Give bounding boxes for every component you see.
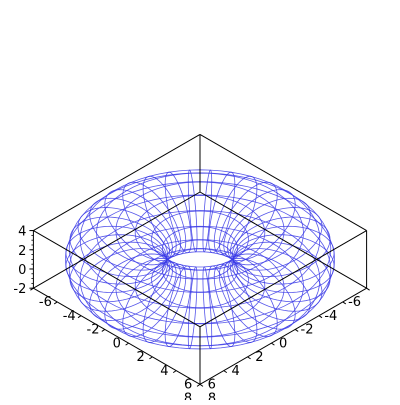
torus-parallel-line (115, 181, 285, 280)
torus-parallel-line (79, 210, 321, 350)
torus-meridian-line (223, 257, 296, 330)
axis-ticks (29, 230, 370, 387)
torus-parallel-line (96, 225, 304, 347)
y-tick-label: 8 (208, 391, 216, 400)
z-tick-label: 4 (18, 225, 26, 240)
y-tick (196, 383, 201, 387)
torus-parallel-line (115, 239, 285, 338)
torus-meridian-line (142, 175, 187, 255)
x-tick (342, 301, 347, 305)
box-edge (33, 230, 201, 328)
torus-parallel-line (79, 169, 321, 309)
torus-meridian-line (223, 189, 296, 261)
box-edge (199, 133, 367, 232)
z-tick-label: 0 (18, 263, 26, 278)
torus-surface (64, 169, 336, 350)
y-tick-label: 2 (136, 350, 144, 365)
x-tick-label: 6 (208, 378, 216, 393)
box-edge (199, 230, 367, 328)
torus-meridian-line (164, 265, 192, 347)
torus-meridian-line (213, 175, 258, 255)
x-tick (294, 328, 299, 332)
box-edge (199, 191, 367, 289)
y-tick (53, 301, 58, 305)
torus-meridian-line (230, 207, 323, 271)
y-tick (125, 342, 129, 346)
y-tick-label: 4 (160, 364, 168, 379)
torus-meridian-line (208, 171, 236, 254)
y-tick-label: -2 (87, 323, 100, 338)
x-tick (271, 342, 275, 346)
x-tick-label: -2 (301, 323, 314, 338)
x-tick-label: 8 (184, 391, 192, 400)
torus-parallel-line (134, 194, 266, 271)
x-tick-label: 4 (231, 364, 239, 379)
x-tick (366, 287, 370, 291)
y-tick-label: -6 (39, 295, 52, 310)
y-tick-label: 6 (184, 378, 192, 393)
torus-meridian-line (142, 263, 187, 343)
torus-meridian-line (104, 189, 177, 261)
torus-parallel-line (162, 226, 238, 271)
torus-meridian-line (213, 263, 258, 343)
box-edge (33, 287, 201, 385)
torus-parallel-line (165, 239, 235, 280)
torus-parallel-line (162, 248, 238, 293)
torus-meridian-line (164, 171, 192, 254)
box-edge (33, 133, 201, 232)
torus-parallel-line (151, 251, 249, 309)
y-tick (172, 370, 177, 374)
box-edge (199, 287, 367, 385)
x-tick (223, 370, 228, 374)
x-tick (318, 315, 323, 319)
box-edge (33, 191, 201, 289)
torus-parallel-line (151, 210, 249, 268)
y-tick (77, 315, 82, 319)
x-tick (247, 356, 251, 360)
y-tick (149, 356, 153, 360)
x-tick-label: -6 (348, 295, 361, 310)
y-tick-label: 0 (113, 336, 121, 351)
torus-parallel-line (96, 172, 304, 293)
torus-meridian-line (104, 257, 177, 330)
z-tick-label: 2 (18, 244, 26, 259)
torus-meridian-line (77, 248, 170, 312)
y-tick (101, 328, 106, 332)
torus-meridian-line (208, 265, 236, 347)
torus-parallel-line (64, 181, 336, 338)
x-tick-label: 2 (255, 350, 263, 365)
torus-meridian-line (230, 248, 323, 312)
bounding-box (32, 133, 368, 385)
y-tick-label: -4 (63, 309, 76, 324)
x-tick (199, 383, 204, 387)
x-tick-label: -4 (324, 309, 337, 324)
torus-meridian-line (77, 207, 170, 271)
torus-parallel-line (68, 194, 332, 347)
z-tick-label: -2 (13, 282, 26, 297)
torus-parallel-line (134, 248, 266, 324)
x-tick-label: 0 (279, 336, 287, 351)
